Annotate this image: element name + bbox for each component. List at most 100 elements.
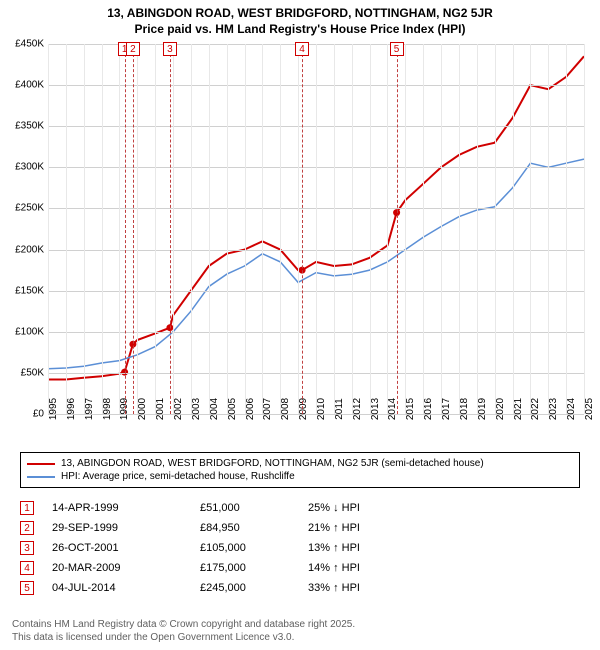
x-tick-label: 2007 — [262, 398, 273, 420]
title-block: 13, ABINGDON ROAD, WEST BRIDGFORD, NOTTI… — [0, 0, 600, 39]
y-tick-label: £0 — [2, 409, 44, 420]
x-gridline — [387, 44, 388, 414]
legend-row: HPI: Average price, semi-detached house,… — [27, 470, 573, 483]
event-marker-line — [302, 44, 303, 414]
event-number-box: 5 — [20, 581, 34, 595]
y-tick-label: £50K — [2, 367, 44, 378]
x-gridline — [66, 44, 67, 414]
x-gridline — [316, 44, 317, 414]
x-tick-label: 2000 — [137, 398, 148, 420]
x-tick-label: 2022 — [530, 398, 541, 420]
x-gridline — [102, 44, 103, 414]
event-delta: 21% ↑ HPI — [308, 522, 428, 534]
event-number-box: 2 — [20, 521, 34, 535]
plot: £0£50K£100K£150K£200K£250K£300K£350K£400… — [48, 44, 584, 414]
x-gridline — [405, 44, 406, 414]
y-tick-label: £350K — [2, 121, 44, 132]
x-gridline — [548, 44, 549, 414]
x-tick-label: 2019 — [477, 398, 488, 420]
x-tick-label: 2012 — [352, 398, 363, 420]
table-row: 1 14-APR-1999 £51,000 25% ↓ HPI — [20, 498, 580, 518]
footer-line2: This data is licensed under the Open Gov… — [12, 632, 588, 645]
y-tick-label: £300K — [2, 162, 44, 173]
x-gridline — [477, 44, 478, 414]
event-delta: 25% ↓ HPI — [308, 502, 428, 514]
event-number-box: 1 — [20, 501, 34, 515]
event-delta: 13% ↑ HPI — [308, 542, 428, 554]
event-date: 26-OCT-2001 — [52, 542, 182, 554]
event-marker-box: 4 — [295, 42, 309, 56]
event-number-box: 3 — [20, 541, 34, 555]
x-gridline — [209, 44, 210, 414]
x-gridline — [334, 44, 335, 414]
legend-label: HPI: Average price, semi-detached house,… — [61, 471, 295, 482]
x-gridline — [513, 44, 514, 414]
x-tick-label: 2006 — [245, 398, 256, 420]
x-tick-label: 2002 — [173, 398, 184, 420]
y-tick-label: £100K — [2, 326, 44, 337]
x-gridline — [137, 44, 138, 414]
x-gridline — [119, 44, 120, 414]
event-delta: 33% ↑ HPI — [308, 582, 428, 594]
events-table: 1 14-APR-1999 £51,000 25% ↓ HPI 2 29-SEP-1999… — [20, 498, 580, 598]
x-tick-label: 2020 — [495, 398, 506, 420]
table-row: 2 29-SEP-1999 £84,950 21% ↑ HPI — [20, 518, 580, 538]
x-gridline — [298, 44, 299, 414]
event-price: £84,950 — [200, 522, 290, 534]
x-tick-label: 2003 — [191, 398, 202, 420]
x-tick-label: 2004 — [209, 398, 220, 420]
x-gridline — [584, 44, 585, 414]
x-tick-label: 1997 — [84, 398, 95, 420]
event-date: 29-SEP-1999 — [52, 522, 182, 534]
y-tick-label: £150K — [2, 285, 44, 296]
event-date: 14-APR-1999 — [52, 502, 182, 514]
x-gridline — [566, 44, 567, 414]
x-tick-label: 1996 — [66, 398, 77, 420]
event-price: £175,000 — [200, 562, 290, 574]
x-gridline — [423, 44, 424, 414]
x-tick-label: 2013 — [370, 398, 381, 420]
x-tick-label: 2017 — [441, 398, 452, 420]
legend-swatch — [27, 463, 55, 465]
x-tick-label: 2008 — [280, 398, 291, 420]
x-gridline — [459, 44, 460, 414]
legend-label: 13, ABINGDON ROAD, WEST BRIDGFORD, NOTTI… — [61, 458, 484, 469]
y-tick-label: £450K — [2, 39, 44, 50]
event-date: 20-MAR-2009 — [52, 562, 182, 574]
x-gridline — [530, 44, 531, 414]
event-date: 04-JUL-2014 — [52, 582, 182, 594]
x-gridline — [227, 44, 228, 414]
table-row: 420-MAR-2009£175,00014% ↑ HPI — [20, 558, 580, 578]
legend-swatch — [27, 476, 55, 478]
x-tick-label: 2025 — [584, 398, 595, 420]
title-subtitle: Price paid vs. HM Land Registry's House … — [10, 22, 590, 38]
x-gridline — [280, 44, 281, 414]
event-price: £245,000 — [200, 582, 290, 594]
x-gridline — [262, 44, 263, 414]
x-tick-label: 1995 — [48, 398, 59, 420]
table-row: 3 26-OCT-2001 £105,000 13% ↑ HPI — [20, 538, 580, 558]
legend-row: 13, ABINGDON ROAD, WEST BRIDGFORD, NOTTI… — [27, 457, 573, 470]
x-gridline — [155, 44, 156, 414]
event-marker-line — [397, 44, 398, 414]
x-gridline — [352, 44, 353, 414]
x-tick-label: 2010 — [316, 398, 327, 420]
x-tick-label: 2018 — [459, 398, 470, 420]
event-price: £51,000 — [200, 502, 290, 514]
legend: 13, ABINGDON ROAD, WEST BRIDGFORD, NOTTI… — [20, 452, 580, 488]
x-tick-label: 2005 — [227, 398, 238, 420]
x-gridline — [84, 44, 85, 414]
event-marker-box: 3 — [163, 42, 177, 56]
x-tick-label: 2001 — [155, 398, 166, 420]
x-gridline — [245, 44, 246, 414]
x-tick-label: 2023 — [548, 398, 559, 420]
x-tick-label: 2021 — [513, 398, 524, 420]
x-gridline — [48, 44, 49, 414]
x-gridline — [495, 44, 496, 414]
chart-container: 13, ABINGDON ROAD, WEST BRIDGFORD, NOTTI… — [0, 0, 600, 650]
y-tick-label: £250K — [2, 203, 44, 214]
x-tick-label: 2015 — [405, 398, 416, 420]
event-marker-line — [133, 44, 134, 414]
event-price: £105,000 — [200, 542, 290, 554]
x-gridline — [173, 44, 174, 414]
